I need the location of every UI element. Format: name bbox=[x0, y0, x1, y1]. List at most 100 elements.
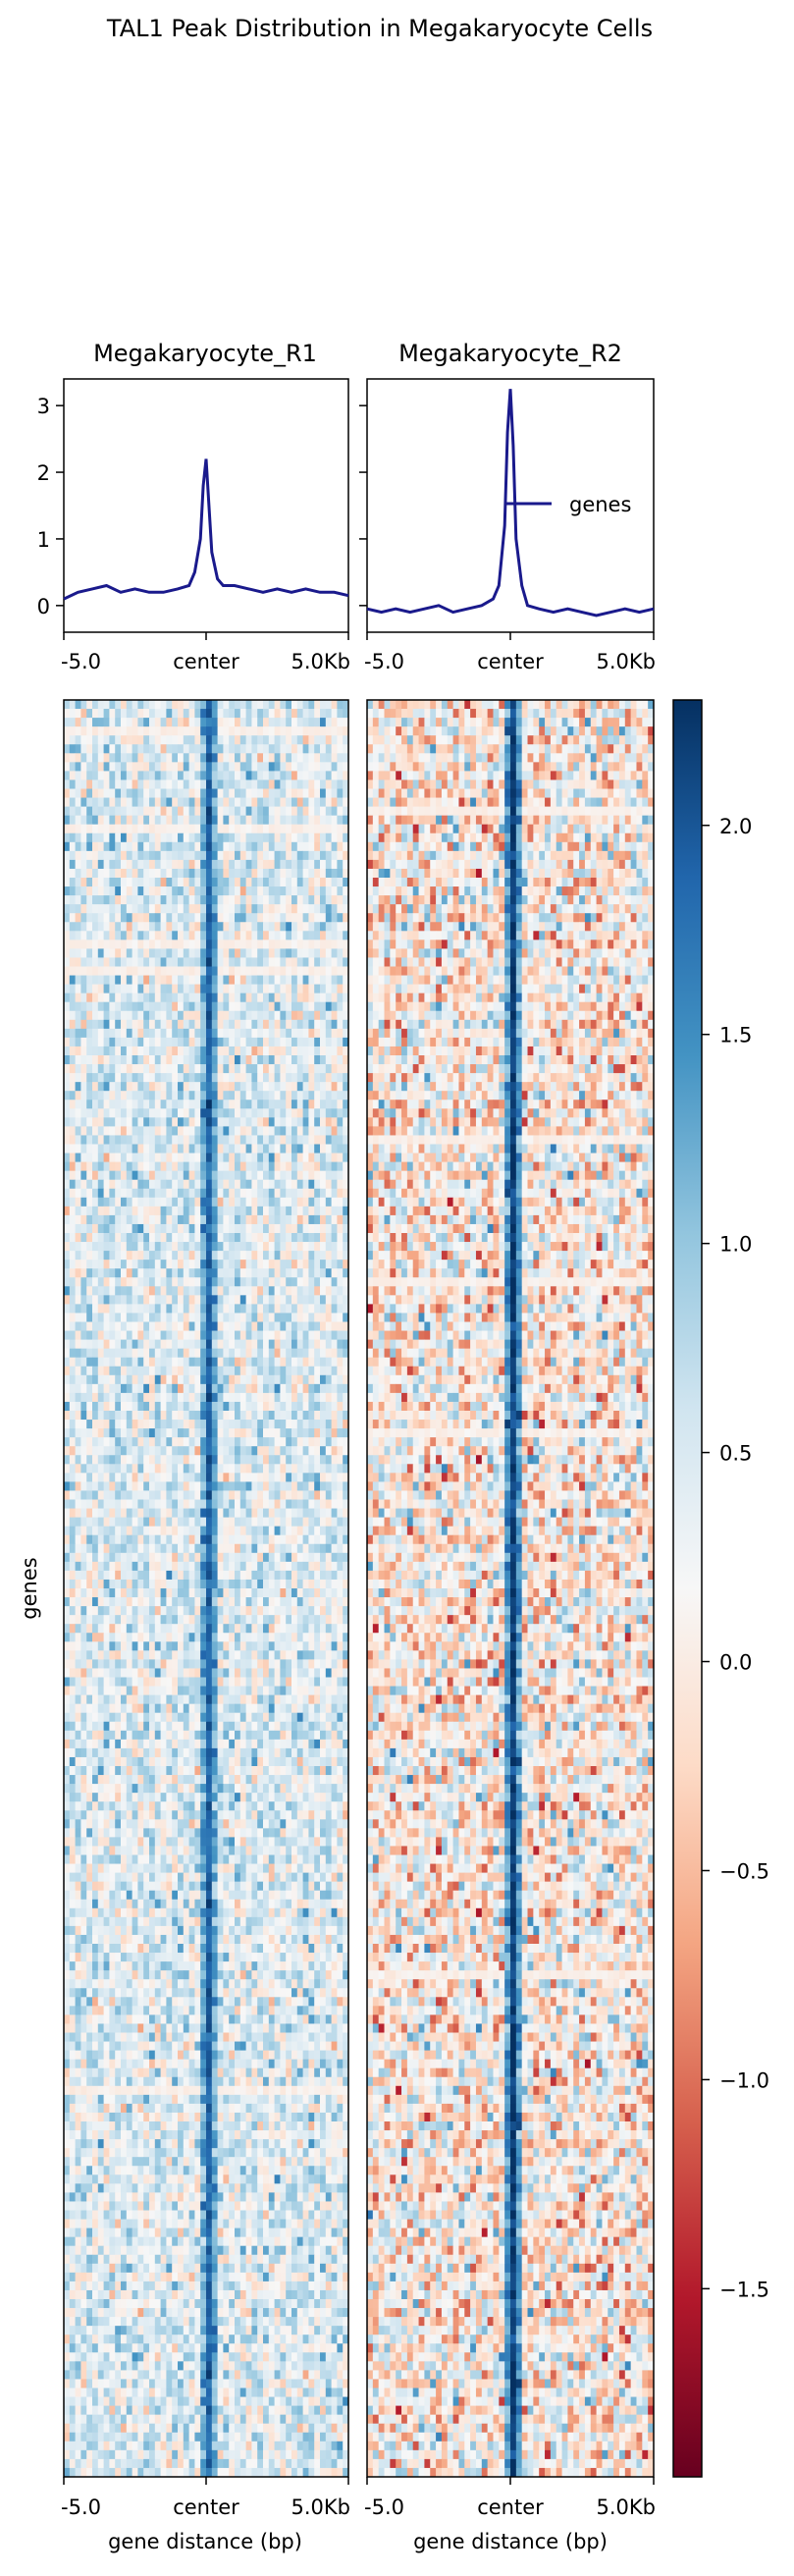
heatmap-cell bbox=[69, 1552, 76, 1563]
heatmap-cell bbox=[229, 948, 236, 958]
heatmap-cell bbox=[80, 1055, 87, 1065]
heatmap-cell bbox=[343, 1401, 349, 1412]
heatmap-cell bbox=[178, 1046, 185, 1056]
heatmap-cell bbox=[75, 806, 81, 817]
heatmap-cell bbox=[160, 762, 167, 772]
heatmap-cell bbox=[206, 1286, 213, 1296]
heatmap-cell bbox=[286, 1428, 292, 1438]
heatmap-cell bbox=[280, 1188, 287, 1199]
heatmap-cell bbox=[178, 1374, 185, 1385]
heatmap-cell bbox=[172, 1286, 179, 1296]
heatmap-cell bbox=[178, 1570, 185, 1581]
heatmap-cell bbox=[251, 1100, 258, 1109]
heatmap-cell bbox=[154, 850, 161, 861]
heatmap-cell bbox=[343, 886, 349, 896]
heatmap-cell bbox=[188, 1117, 195, 1127]
heatmap-cell bbox=[296, 735, 303, 745]
heatmap-cell bbox=[188, 753, 195, 763]
heatmap-cell bbox=[211, 1339, 218, 1350]
heatmap-cell bbox=[86, 922, 93, 932]
heatmap-cell bbox=[251, 1019, 258, 1030]
heatmap-cell bbox=[80, 718, 87, 727]
heatmap-cell bbox=[132, 1286, 138, 1296]
heatmap-cell bbox=[280, 895, 287, 905]
heatmap-cell bbox=[245, 1046, 252, 1056]
heatmap-cell bbox=[211, 1552, 218, 1563]
heatmap-cell bbox=[308, 1286, 315, 1296]
heatmap-cell bbox=[149, 718, 156, 727]
heatmap-cell bbox=[217, 1348, 224, 1359]
heatmap-cell bbox=[217, 1526, 224, 1536]
heatmap-cell bbox=[251, 1464, 258, 1474]
heatmap-cell bbox=[121, 1383, 128, 1394]
heatmap-cell bbox=[343, 1499, 349, 1509]
heatmap-cell bbox=[274, 1197, 281, 1208]
heatmap-cell bbox=[132, 1214, 138, 1225]
heatmap-cell bbox=[257, 984, 264, 994]
heatmap-cell bbox=[80, 815, 87, 826]
heatmap-cell bbox=[126, 735, 132, 745]
heatmap-cell bbox=[302, 1295, 309, 1305]
heatmap-cell bbox=[229, 1117, 236, 1127]
heatmap-cell bbox=[188, 957, 195, 967]
heatmap-cell bbox=[109, 1188, 116, 1199]
heatmap-cell bbox=[245, 779, 252, 789]
heatmap-cell bbox=[320, 709, 327, 719]
heatmap-cell bbox=[183, 1570, 189, 1581]
heatmap-cell bbox=[194, 771, 201, 780]
heatmap-cell bbox=[296, 1170, 303, 1181]
heatmap-cell bbox=[206, 771, 213, 780]
heatmap-cell bbox=[188, 1100, 195, 1109]
heatmap-cell bbox=[154, 753, 161, 763]
heatmap-cell bbox=[69, 1330, 76, 1340]
heatmap-cell bbox=[320, 922, 327, 932]
heatmap-cell bbox=[296, 1233, 303, 1243]
heatmap-cell bbox=[109, 850, 116, 861]
heatmap-cell bbox=[183, 1526, 189, 1536]
heatmap-cell bbox=[257, 1366, 264, 1376]
heatmap-cell bbox=[132, 1366, 138, 1376]
heatmap-cell bbox=[268, 913, 275, 923]
heatmap-cell bbox=[320, 806, 327, 817]
heatmap-cell bbox=[291, 966, 298, 976]
heatmap-cell bbox=[109, 1214, 116, 1225]
heatmap-cell bbox=[314, 1428, 321, 1438]
heatmap-cell bbox=[154, 771, 161, 780]
heatmap-cell bbox=[280, 1055, 287, 1065]
heatmap-cell bbox=[86, 1179, 93, 1190]
heatmap-cell bbox=[280, 1117, 287, 1127]
heatmap-cell bbox=[109, 1242, 116, 1252]
heatmap-cell bbox=[206, 1392, 213, 1403]
heatmap-cell bbox=[251, 1188, 258, 1199]
heatmap-cell bbox=[121, 1055, 128, 1065]
heatmap-cell bbox=[97, 744, 104, 754]
heatmap-cell bbox=[200, 762, 207, 772]
heatmap-cell bbox=[217, 1100, 224, 1109]
heatmap-cell bbox=[274, 1161, 281, 1172]
heatmap-cell bbox=[143, 1321, 150, 1331]
heatmap-cell bbox=[302, 841, 309, 852]
heatmap-cell bbox=[80, 850, 87, 861]
heatmap-cell bbox=[239, 779, 246, 789]
heatmap-cell bbox=[160, 957, 167, 967]
heatmap-cell bbox=[166, 1428, 173, 1438]
heatmap-cell bbox=[200, 1570, 207, 1581]
heatmap-cell bbox=[188, 1028, 195, 1039]
heatmap-cell bbox=[166, 1508, 173, 1518]
heatmap-cell bbox=[286, 1286, 292, 1296]
heatmap-cell bbox=[121, 1117, 128, 1127]
heatmap-cell bbox=[80, 1304, 87, 1314]
heatmap-cell bbox=[172, 1295, 179, 1305]
heatmap-cell bbox=[291, 806, 298, 817]
heatmap-cell bbox=[217, 850, 224, 861]
heatmap-cell bbox=[251, 709, 258, 719]
heatmap-cell bbox=[296, 1179, 303, 1190]
heatmap-cell bbox=[194, 1321, 201, 1331]
heatmap-cell bbox=[286, 1526, 292, 1536]
heatmap-cell bbox=[149, 1117, 156, 1127]
heatmap-cell bbox=[132, 1348, 138, 1359]
heatmap-cell bbox=[92, 1073, 99, 1083]
heatmap-cell bbox=[257, 1126, 264, 1136]
heatmap-cell bbox=[69, 1286, 76, 1296]
heatmap-cell bbox=[296, 922, 303, 932]
